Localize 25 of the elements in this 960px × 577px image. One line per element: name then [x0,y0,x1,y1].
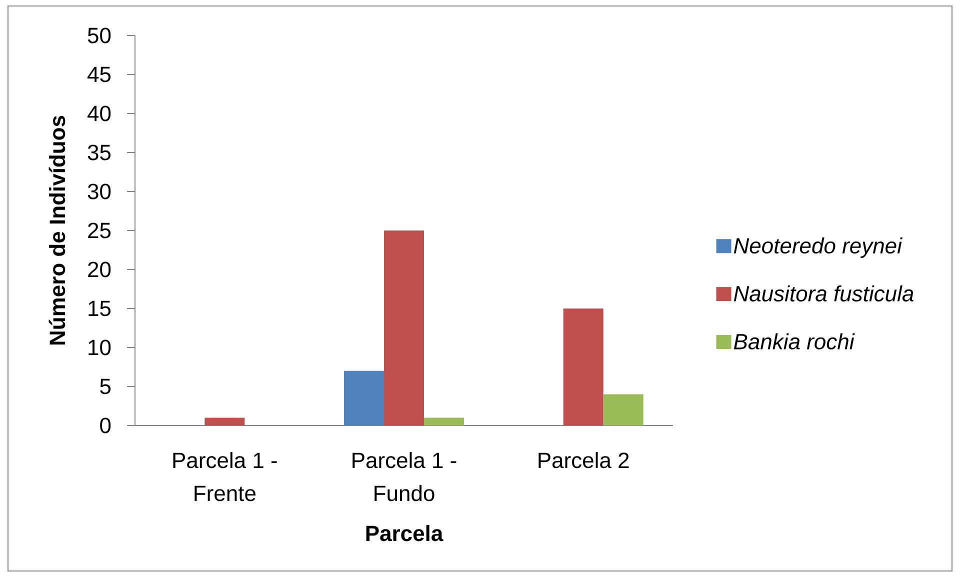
legend-label: Nausitora fusticula [734,285,914,302]
bar [424,418,464,426]
y-tick-label: 50 [88,28,111,44]
y-tick-label: 35 [88,144,111,160]
y-tick-label: 25 [88,222,111,238]
y-tick-label: 40 [88,106,111,122]
x-tick-label: Parcela 1 - Frente [173,452,277,502]
legend-label: Neoteredo reynei [734,237,902,258]
y-tick-label: 0 [100,418,111,434]
x-tick-label: Parcela 2 [538,452,629,468]
bar [204,418,245,426]
x-tick-label: Parcela 1 - Fundo [352,452,456,502]
y-tick-label: 5 [100,378,111,394]
y-tick-label: 20 [88,262,111,278]
x-axis-title: Parcela [366,525,444,542]
legend-label: Bankia rochi [734,333,855,350]
bar [603,394,644,426]
y-tick-label: 10 [88,340,111,356]
bar [384,230,424,426]
y-tick-label: 45 [88,66,111,82]
bar [344,370,384,426]
y-axis-title: Número de Indivíduos [48,116,66,345]
y-tick-label: 30 [88,184,111,200]
y-tick-label: 15 [88,300,111,316]
bar [563,308,604,426]
